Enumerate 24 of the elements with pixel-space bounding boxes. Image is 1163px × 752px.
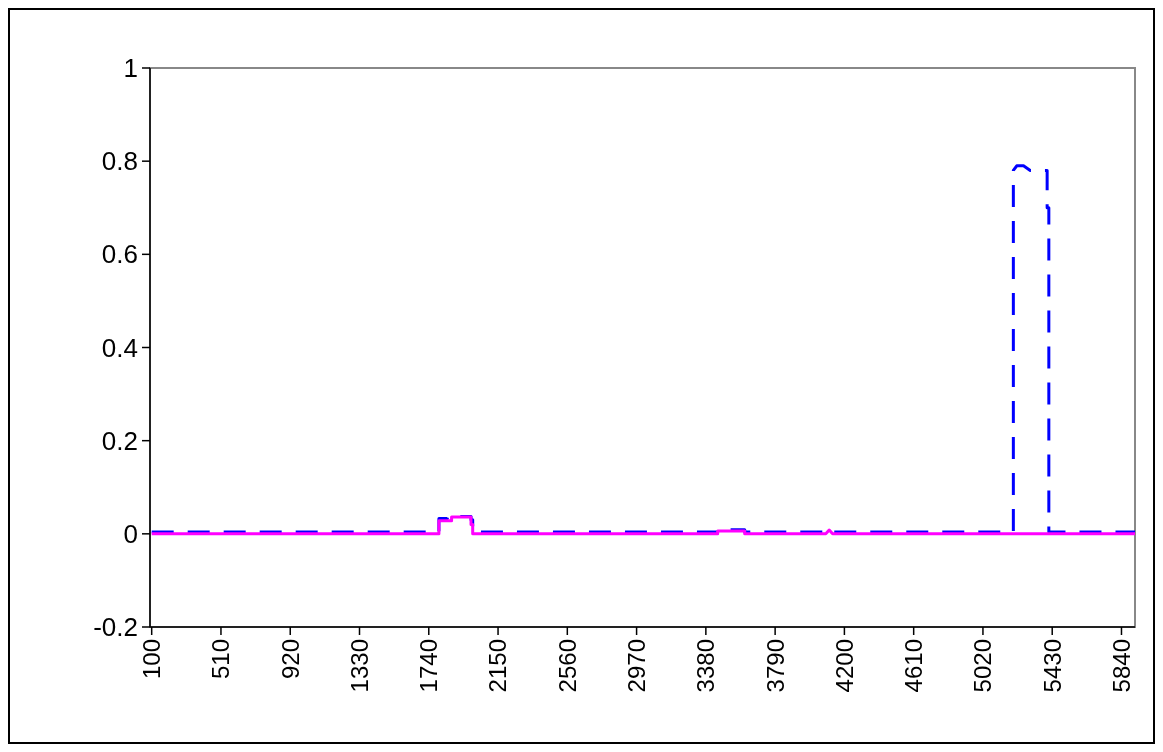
x-tick-label: 1330 [345, 639, 373, 693]
y-tick-label: 0.8 [101, 146, 138, 177]
y-tick-label: 0.4 [101, 332, 138, 363]
x-tick-label: 2150 [484, 639, 512, 693]
line-series [150, 515, 1137, 536]
y-tick-label: 0.6 [101, 239, 138, 270]
y-tick-label: -0.2 [93, 612, 138, 643]
x-tick-label: 3790 [761, 639, 789, 693]
y-tick-label: 0.2 [101, 425, 138, 456]
x-tick-label: 5430 [1038, 639, 1066, 693]
y-tick-label: 0 [123, 518, 138, 549]
y-tick-label: 1 [123, 53, 138, 84]
x-tick-label: 4200 [830, 639, 858, 693]
x-tick-label: 100 [138, 639, 166, 680]
x-tick-label: 2560 [553, 639, 581, 693]
x-tick-label: 2970 [622, 639, 650, 693]
x-tick-label: 510 [207, 639, 235, 680]
x-tick-label: 5020 [969, 639, 997, 693]
x-tick-label: 5840 [1107, 639, 1135, 693]
x-tick-label: 1740 [415, 639, 443, 693]
line-series [150, 164, 1137, 534]
x-tick-label: 3380 [692, 639, 720, 693]
x-tick-label: 4610 [900, 639, 928, 693]
x-tick-label: 920 [276, 639, 304, 680]
